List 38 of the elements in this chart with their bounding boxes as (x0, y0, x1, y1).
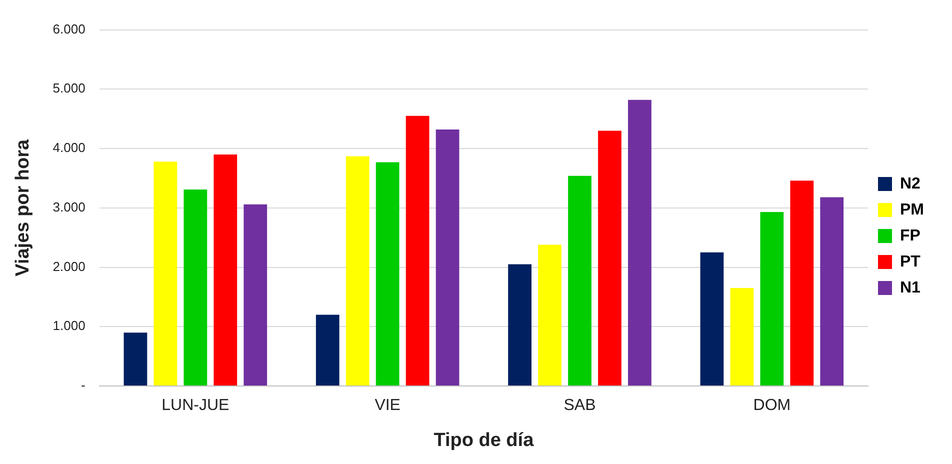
legend-label: N2 (900, 175, 921, 192)
bar (730, 288, 754, 386)
bar (700, 252, 724, 386)
bar (376, 162, 400, 386)
bar (154, 162, 178, 386)
bar (436, 130, 460, 386)
y-tick-label: 5.000 (52, 80, 86, 96)
y-tick-label: 6.000 (52, 21, 86, 36)
bar (568, 176, 592, 386)
legend-label: PM (900, 201, 924, 218)
bar (316, 314, 340, 386)
bar (760, 212, 784, 386)
bar (508, 264, 532, 386)
x-axis-title: Tipo de día (434, 430, 534, 451)
x-tick-label: VIE (374, 397, 400, 414)
bar (346, 156, 370, 386)
x-tick-label: SAB (564, 397, 596, 414)
x-tick-label: DOM (753, 397, 791, 414)
bar (184, 189, 208, 386)
bar (214, 154, 238, 386)
bar (124, 332, 148, 386)
bar (598, 130, 622, 386)
y-tick-label: - (80, 378, 86, 393)
y-tick-label: 2.000 (52, 258, 86, 274)
legend-label: N1 (900, 279, 921, 296)
y-tick-label: 1.000 (52, 318, 86, 334)
bar (628, 100, 652, 386)
bar (244, 204, 268, 386)
y-tick-label: 3.000 (52, 199, 86, 214)
bar (790, 180, 814, 386)
y-axis-title: Viajes por hora (12, 139, 34, 276)
bar (820, 197, 844, 386)
y-tick-label: 4.000 (52, 140, 86, 156)
bar (538, 244, 562, 386)
bar (406, 116, 430, 386)
x-tick-label: LUN-JUE (162, 397, 230, 414)
legend-label: FP (900, 227, 921, 244)
legend-label: PT (900, 253, 921, 270)
